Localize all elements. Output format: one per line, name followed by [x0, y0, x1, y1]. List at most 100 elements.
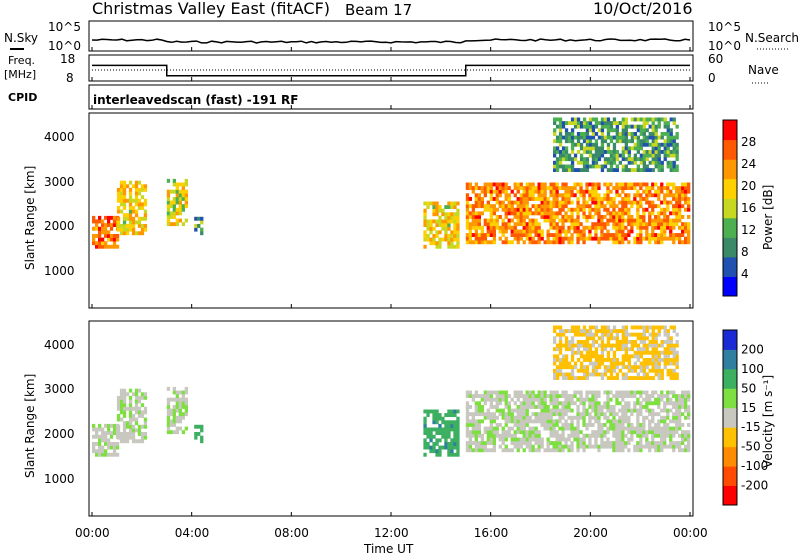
- velocity-cell: [561, 437, 565, 442]
- power-cell: [553, 139, 557, 144]
- velocity-cell: [642, 390, 646, 395]
- velocity-cell: [447, 409, 451, 414]
- velocity-cell: [489, 433, 493, 438]
- velocity-cell: [606, 430, 610, 435]
- velocity-cell: [645, 390, 649, 395]
- power-cell: [627, 233, 631, 237]
- velocity-cell: [101, 452, 105, 457]
- power-cell: [630, 135, 634, 140]
- velocity-cell: [519, 423, 523, 427]
- vel-ytick-3000: 3000: [44, 382, 75, 396]
- power-cell: [522, 207, 526, 212]
- velocity-cell: [627, 430, 631, 435]
- power-cell: [669, 168, 673, 172]
- power-cell: [675, 132, 679, 136]
- velocity-cell: [672, 329, 676, 333]
- power-cell: [645, 182, 649, 187]
- velocity-cell: [606, 358, 611, 362]
- velocity-cell: [609, 358, 614, 362]
- velocity-cell: [630, 430, 634, 435]
- power-cell: [549, 200, 553, 205]
- power-cell: [588, 189, 592, 194]
- velocity-cell: [486, 390, 490, 395]
- velocity-cell: [615, 397, 619, 402]
- power-cell: [528, 197, 532, 201]
- velocity-cell: [579, 340, 584, 344]
- power-cell: [184, 193, 188, 198]
- velocity-cell: [98, 427, 102, 432]
- velocity-cell: [576, 444, 580, 449]
- velocity-cell: [573, 376, 578, 380]
- velocity-cell: [426, 445, 430, 450]
- power-cell: [119, 184, 124, 189]
- velocity-cell: [603, 415, 607, 420]
- velocity-cell: [639, 332, 643, 337]
- power-cell: [474, 193, 478, 198]
- power-cell: [504, 189, 508, 194]
- velocity-cell: [184, 412, 188, 417]
- power-cell: [450, 215, 454, 220]
- power-cell: [660, 222, 664, 227]
- power-cell: [200, 227, 204, 232]
- velocity-cell: [612, 433, 616, 438]
- velocity-cell: [471, 448, 475, 453]
- velocity-cell: [636, 441, 640, 445]
- velocity-cell: [519, 405, 523, 409]
- velocity-cell: [543, 412, 547, 417]
- power-cell: [678, 189, 682, 194]
- power-cell: [564, 197, 568, 201]
- velocity-cell: [558, 361, 563, 366]
- velocity-cell: [582, 419, 586, 424]
- velocity-cell: [474, 412, 478, 417]
- velocity-cell: [555, 448, 559, 453]
- velocity-cell: [657, 361, 661, 366]
- velocity-cell: [498, 394, 502, 398]
- velocity-cell: [172, 415, 176, 420]
- power-cell: [675, 222, 679, 227]
- velocity-cell: [555, 376, 560, 380]
- velocity-cell: [109, 434, 114, 439]
- power-cell: [669, 142, 673, 147]
- power-cell: [115, 237, 120, 242]
- power-cell: [561, 121, 566, 125]
- velocity-cell: [579, 394, 583, 398]
- velocity-cell: [197, 432, 201, 436]
- velocity-cell: [131, 424, 136, 429]
- velocity-cell: [594, 415, 598, 420]
- velocity-cell: [648, 423, 652, 427]
- velocity-cell: [98, 449, 102, 454]
- velocity-cell: [585, 390, 589, 395]
- power-cell: [645, 128, 649, 133]
- velocity-cell: [615, 430, 619, 435]
- velocity-cell: [585, 397, 589, 402]
- power-cell: [606, 229, 610, 234]
- power-cell: [489, 193, 493, 198]
- velocity-cell: [600, 347, 605, 352]
- power-cell: [642, 197, 646, 201]
- power-cell: [612, 153, 617, 158]
- velocity-cell: [489, 448, 493, 453]
- power-cell: [624, 128, 628, 133]
- velocity-cell: [606, 441, 610, 445]
- velocity-cell: [576, 437, 580, 442]
- velocity-cell: [618, 415, 622, 420]
- velocity-cell: [483, 444, 487, 449]
- power-cell: [603, 215, 607, 219]
- velocity-cell: [606, 354, 611, 359]
- velocity-cell: [534, 448, 538, 453]
- power-cell: [107, 237, 111, 242]
- power-cell: [516, 207, 520, 212]
- power-cell: [137, 187, 142, 192]
- power-cell: [666, 135, 670, 140]
- velocity-cell: [558, 372, 563, 377]
- velocity-cell: [537, 441, 541, 445]
- power-cell: [504, 182, 508, 187]
- velocity-cell: [606, 390, 610, 395]
- power-cell: [495, 193, 499, 198]
- power-cell: [134, 198, 139, 203]
- power-cell: [486, 225, 490, 230]
- power-cell: [537, 225, 541, 230]
- velocity-cell: [522, 441, 526, 445]
- power-cell: [633, 157, 637, 162]
- power-cell: [618, 236, 622, 241]
